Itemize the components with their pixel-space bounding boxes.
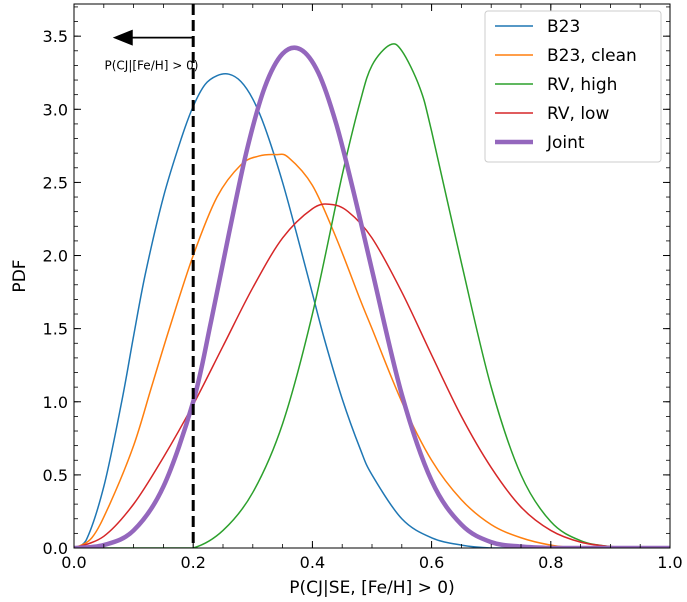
x-tick-label: 0.8 <box>538 553 563 572</box>
y-tick-label: 3.0 <box>43 100 68 119</box>
y-axis-label: PDF <box>10 259 30 292</box>
legend: B23 B23, clean RV, high RV, low Joint <box>484 10 662 163</box>
x-axis-label: P(CJ|SE, [Fe/H] > 0) <box>289 578 454 598</box>
series-line-b23-clean <box>74 153 670 548</box>
legend-entry-label: B23 <box>547 17 580 37</box>
ticks-layer: 0.0 0.2 0.4 0.6 0.8 1.0 0.0 0.5 1.0 1.5 2.0 2.5 3.0 3… <box>43 4 683 572</box>
y-tick-label: 2.5 <box>43 173 68 192</box>
legend-entry-label: RV, high <box>547 75 617 95</box>
series-line-b23 <box>74 73 670 548</box>
legend-box <box>484 10 662 163</box>
series-line-rv-low <box>74 203 670 548</box>
series-line-joint <box>74 45 670 548</box>
y-tick-label: 0.0 <box>43 539 68 558</box>
x-tick-label: 0.0 <box>61 553 86 572</box>
series-line-rv-high <box>74 43 670 548</box>
annotation-arrow-head <box>112 29 133 46</box>
y-tick-label: 2.0 <box>43 247 68 266</box>
y-tick-label: 1.0 <box>43 393 68 412</box>
x-tick-label: 0.6 <box>419 553 444 572</box>
annotation-text: P(CJ|[Fe/H] > 0) <box>105 58 199 72</box>
x-tick-label: 0.4 <box>300 553 325 572</box>
annotation-layer: P(CJ|[Fe/H] > 0) <box>105 29 199 72</box>
legend-entry-label: Joint <box>546 133 585 153</box>
curves-layer <box>74 43 670 548</box>
y-tick-label: 3.5 <box>43 27 68 46</box>
legend-entry-label: B23, clean <box>547 46 637 66</box>
x-tick-label: 0.2 <box>180 553 205 572</box>
x-tick-label: 1.0 <box>657 553 682 572</box>
legend-entry-label: RV, low <box>547 104 609 124</box>
y-tick-label: 0.5 <box>43 466 68 485</box>
y-tick-label: 1.5 <box>43 320 68 339</box>
